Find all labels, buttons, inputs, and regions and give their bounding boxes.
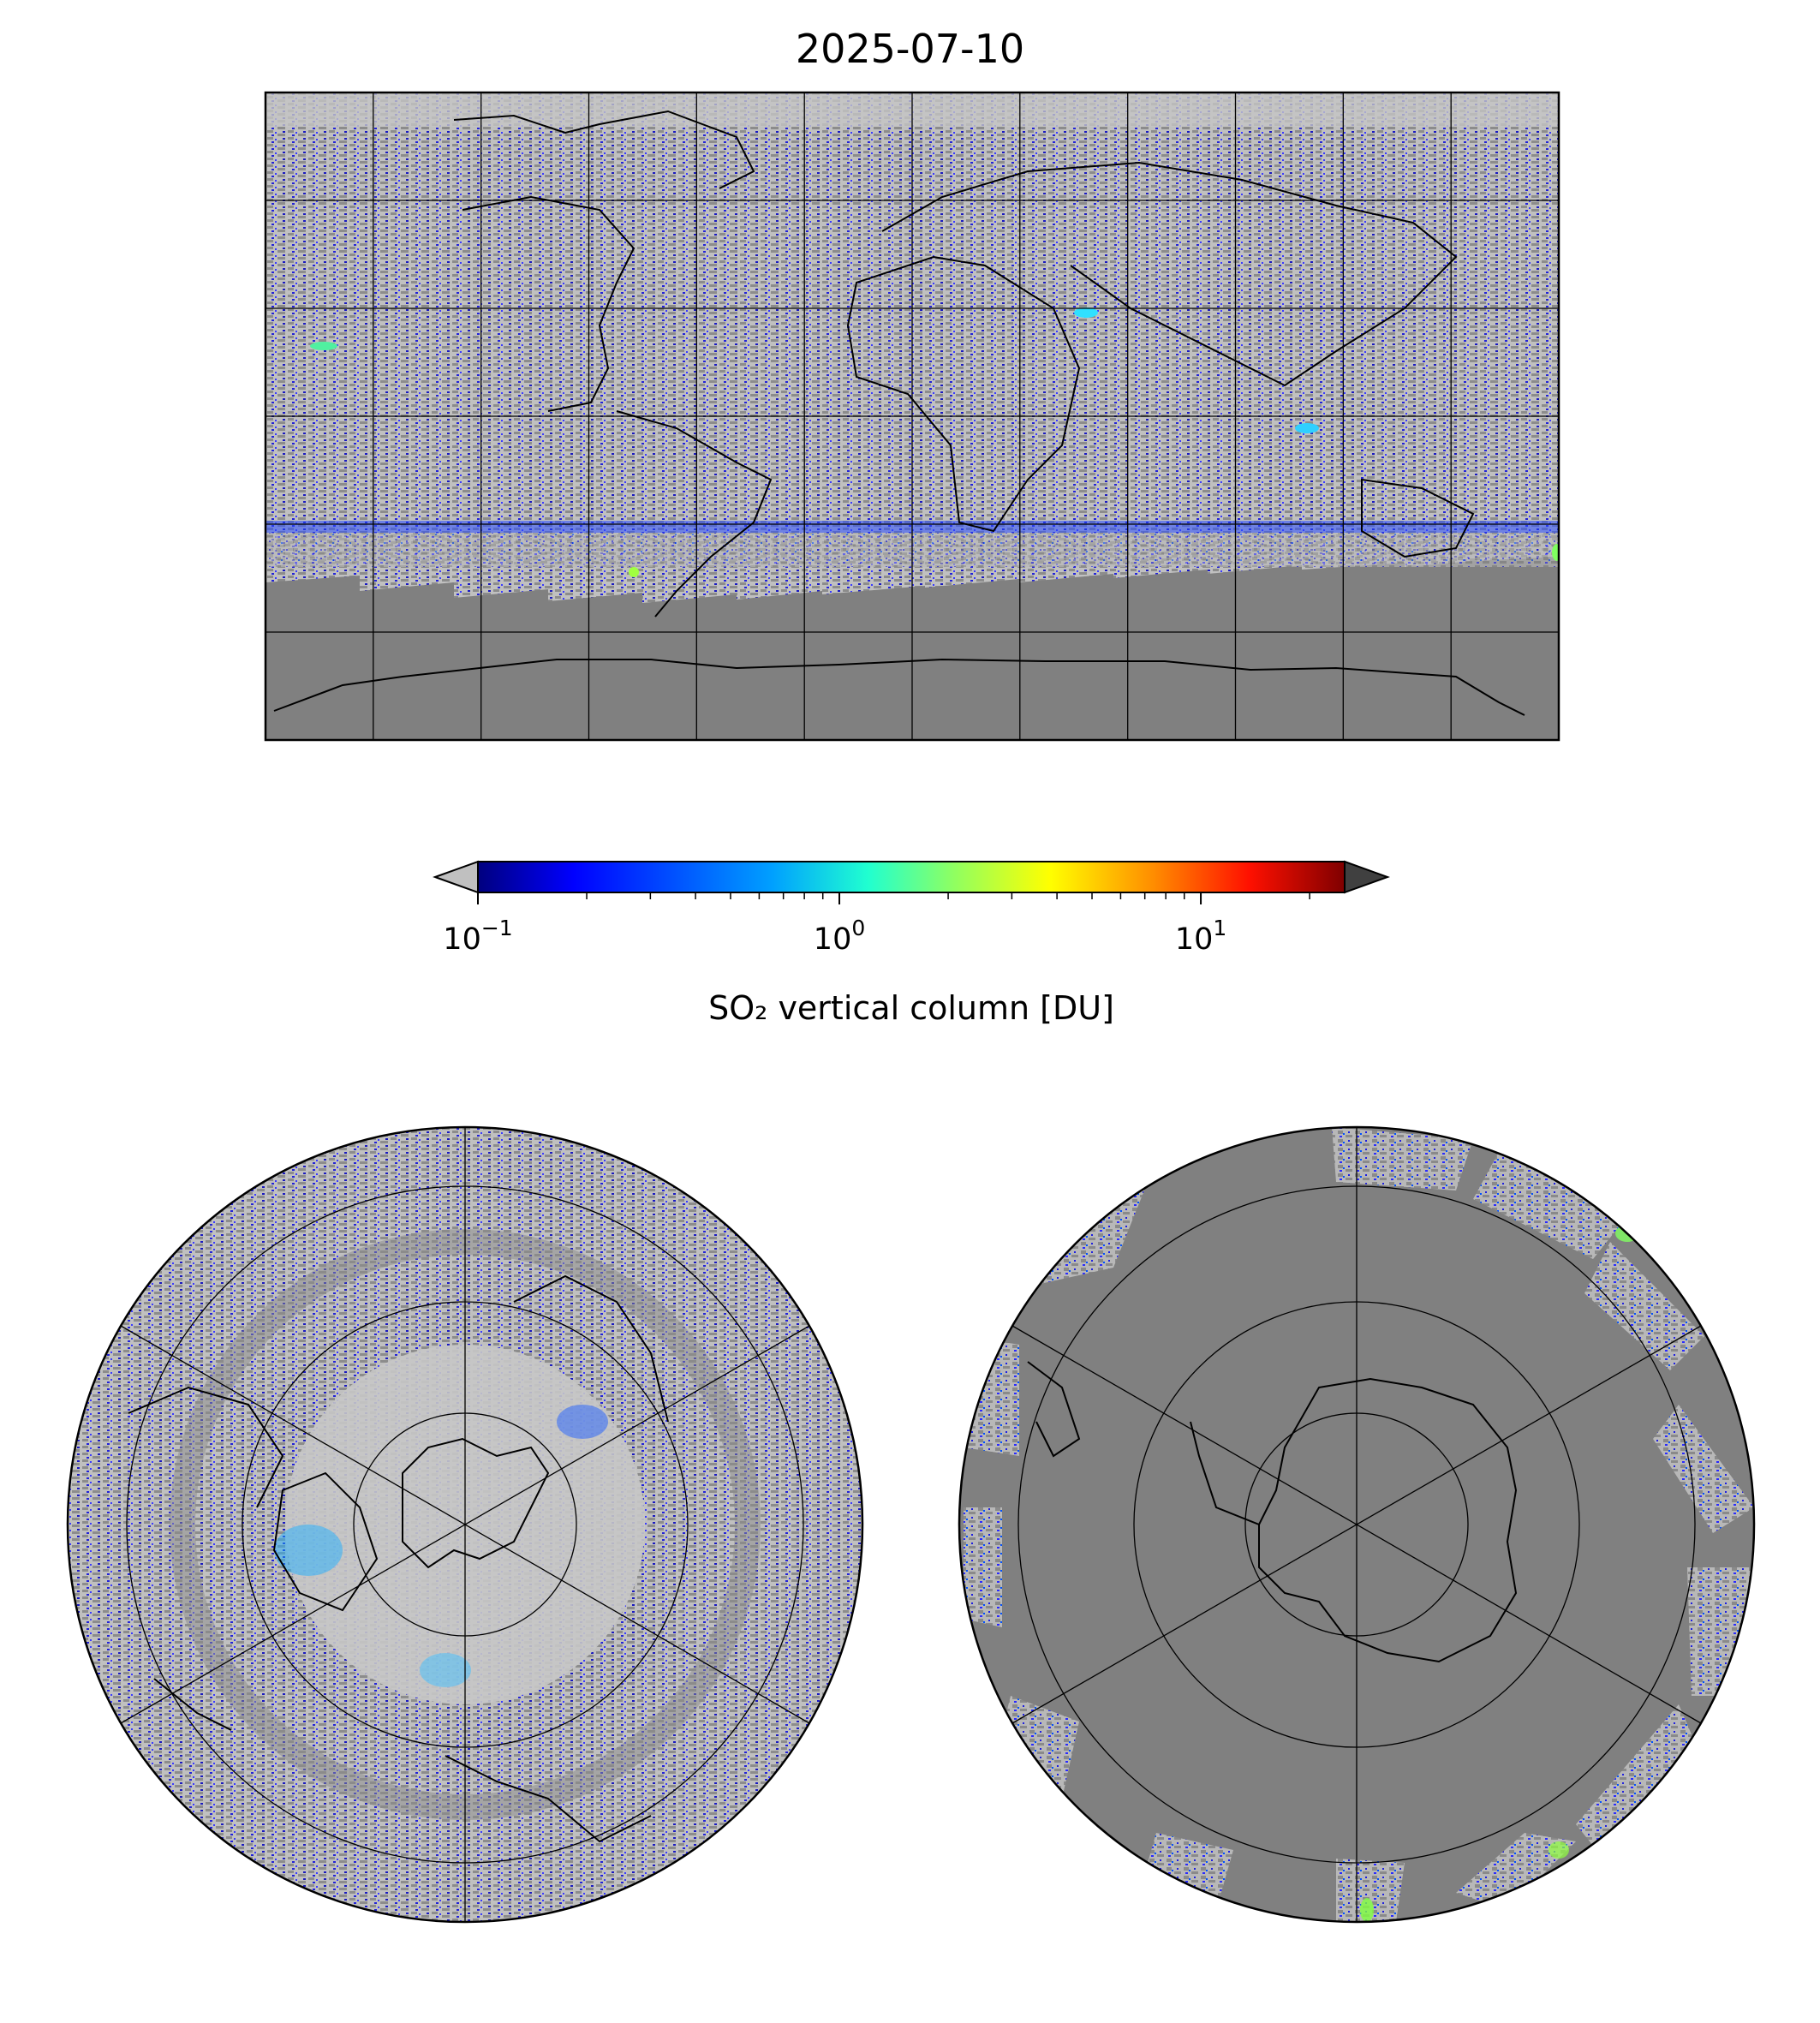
- colorbar: 10−1 100 101 SO₂ vertical column [DU]: [433, 860, 1390, 1027]
- colorbar-tick-label: 100: [814, 916, 865, 957]
- global-map-frame: [264, 91, 1560, 742]
- global-coastlines: [273, 110, 1525, 716]
- colorbar-frame: [477, 861, 1346, 893]
- colorbar-label: SO₂ vertical column [DU]: [708, 989, 1114, 1027]
- tick-label-base: 10: [814, 922, 852, 957]
- figure-title: 2025-07-10: [795, 26, 1025, 72]
- south-graticule: [1011, 1127, 1702, 1922]
- south-polar-map: [958, 1125, 1756, 1924]
- north-polar-map: [66, 1125, 864, 1924]
- north-coastlines: [128, 1274, 669, 1843]
- south-map-boundary: [958, 1125, 1756, 1924]
- antarctica-coastline: [1027, 1361, 1518, 1663]
- tick-label-exponent: 1: [1213, 916, 1226, 940]
- global-map: [264, 91, 1560, 742]
- hotspot-gulf: [1074, 307, 1098, 318]
- global-graticule: [266, 92, 1559, 740]
- colorbar-tick-label: 10−1: [443, 916, 512, 957]
- north-map-boundary: [66, 1125, 864, 1924]
- colorbar-over-extension: [1344, 860, 1390, 894]
- tick-label-base: 10: [443, 922, 481, 957]
- colorbar-tick-label: 101: [1175, 916, 1226, 957]
- tick-label-exponent: −1: [481, 916, 513, 940]
- colorbar-under-extension: [433, 860, 479, 894]
- hotspot-pacific: [310, 342, 337, 350]
- colorbar-gradient: [478, 877, 1345, 892]
- north-graticule: [120, 1127, 810, 1922]
- tick-label-exponent: 0: [851, 916, 865, 940]
- tick-label-base: 10: [1175, 922, 1214, 957]
- colorbar-ticks: 10−1 100 101: [443, 892, 1310, 957]
